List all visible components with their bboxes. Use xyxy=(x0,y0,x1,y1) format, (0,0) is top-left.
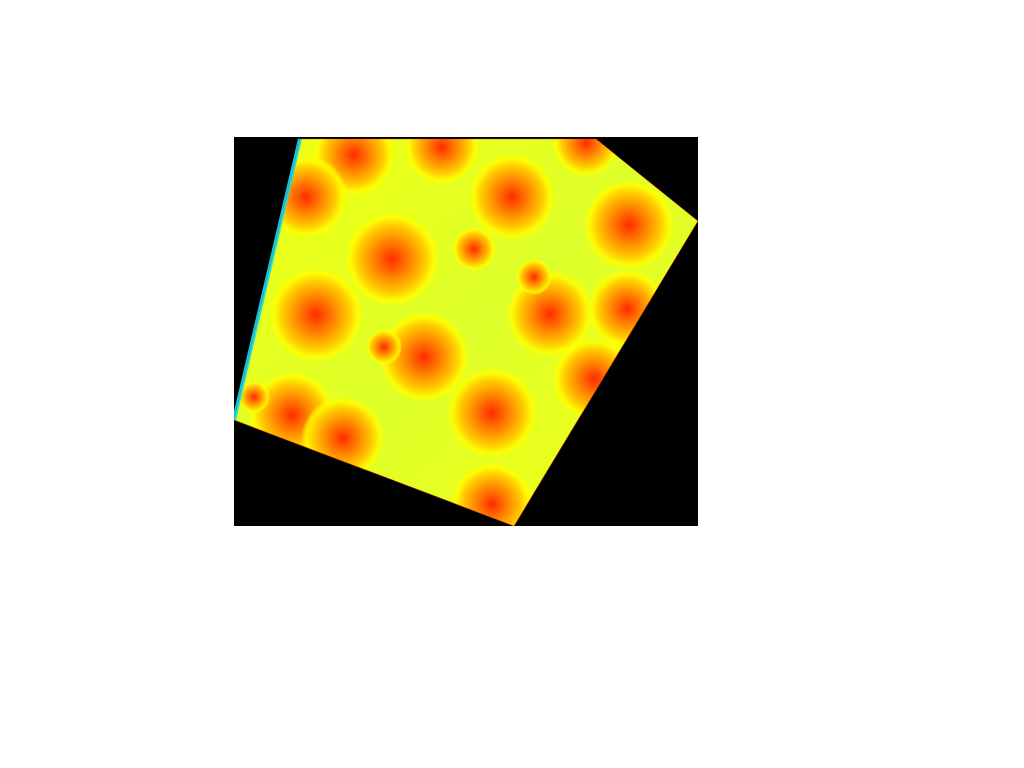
pentagon-outline xyxy=(234,138,698,526)
render-viewport[interactable] xyxy=(234,137,698,526)
hotspot-layer xyxy=(238,139,675,526)
hotspot-19 xyxy=(366,329,402,365)
hotspot-20 xyxy=(238,381,270,413)
hotspot-18 xyxy=(516,259,552,295)
hotspot-12 xyxy=(446,367,538,459)
hotspot-8 xyxy=(378,311,470,403)
hotspot-6 xyxy=(344,211,440,307)
hotspot-16 xyxy=(552,139,620,177)
hotspot-17 xyxy=(452,227,496,271)
heatmap-field xyxy=(234,139,698,526)
left-edge xyxy=(234,138,302,421)
hotspot-4 xyxy=(583,179,675,271)
hotspot-7 xyxy=(268,267,364,363)
hotspot-2 xyxy=(404,139,480,185)
heatmap-canvas xyxy=(234,137,698,526)
hotspot-3 xyxy=(468,153,556,241)
